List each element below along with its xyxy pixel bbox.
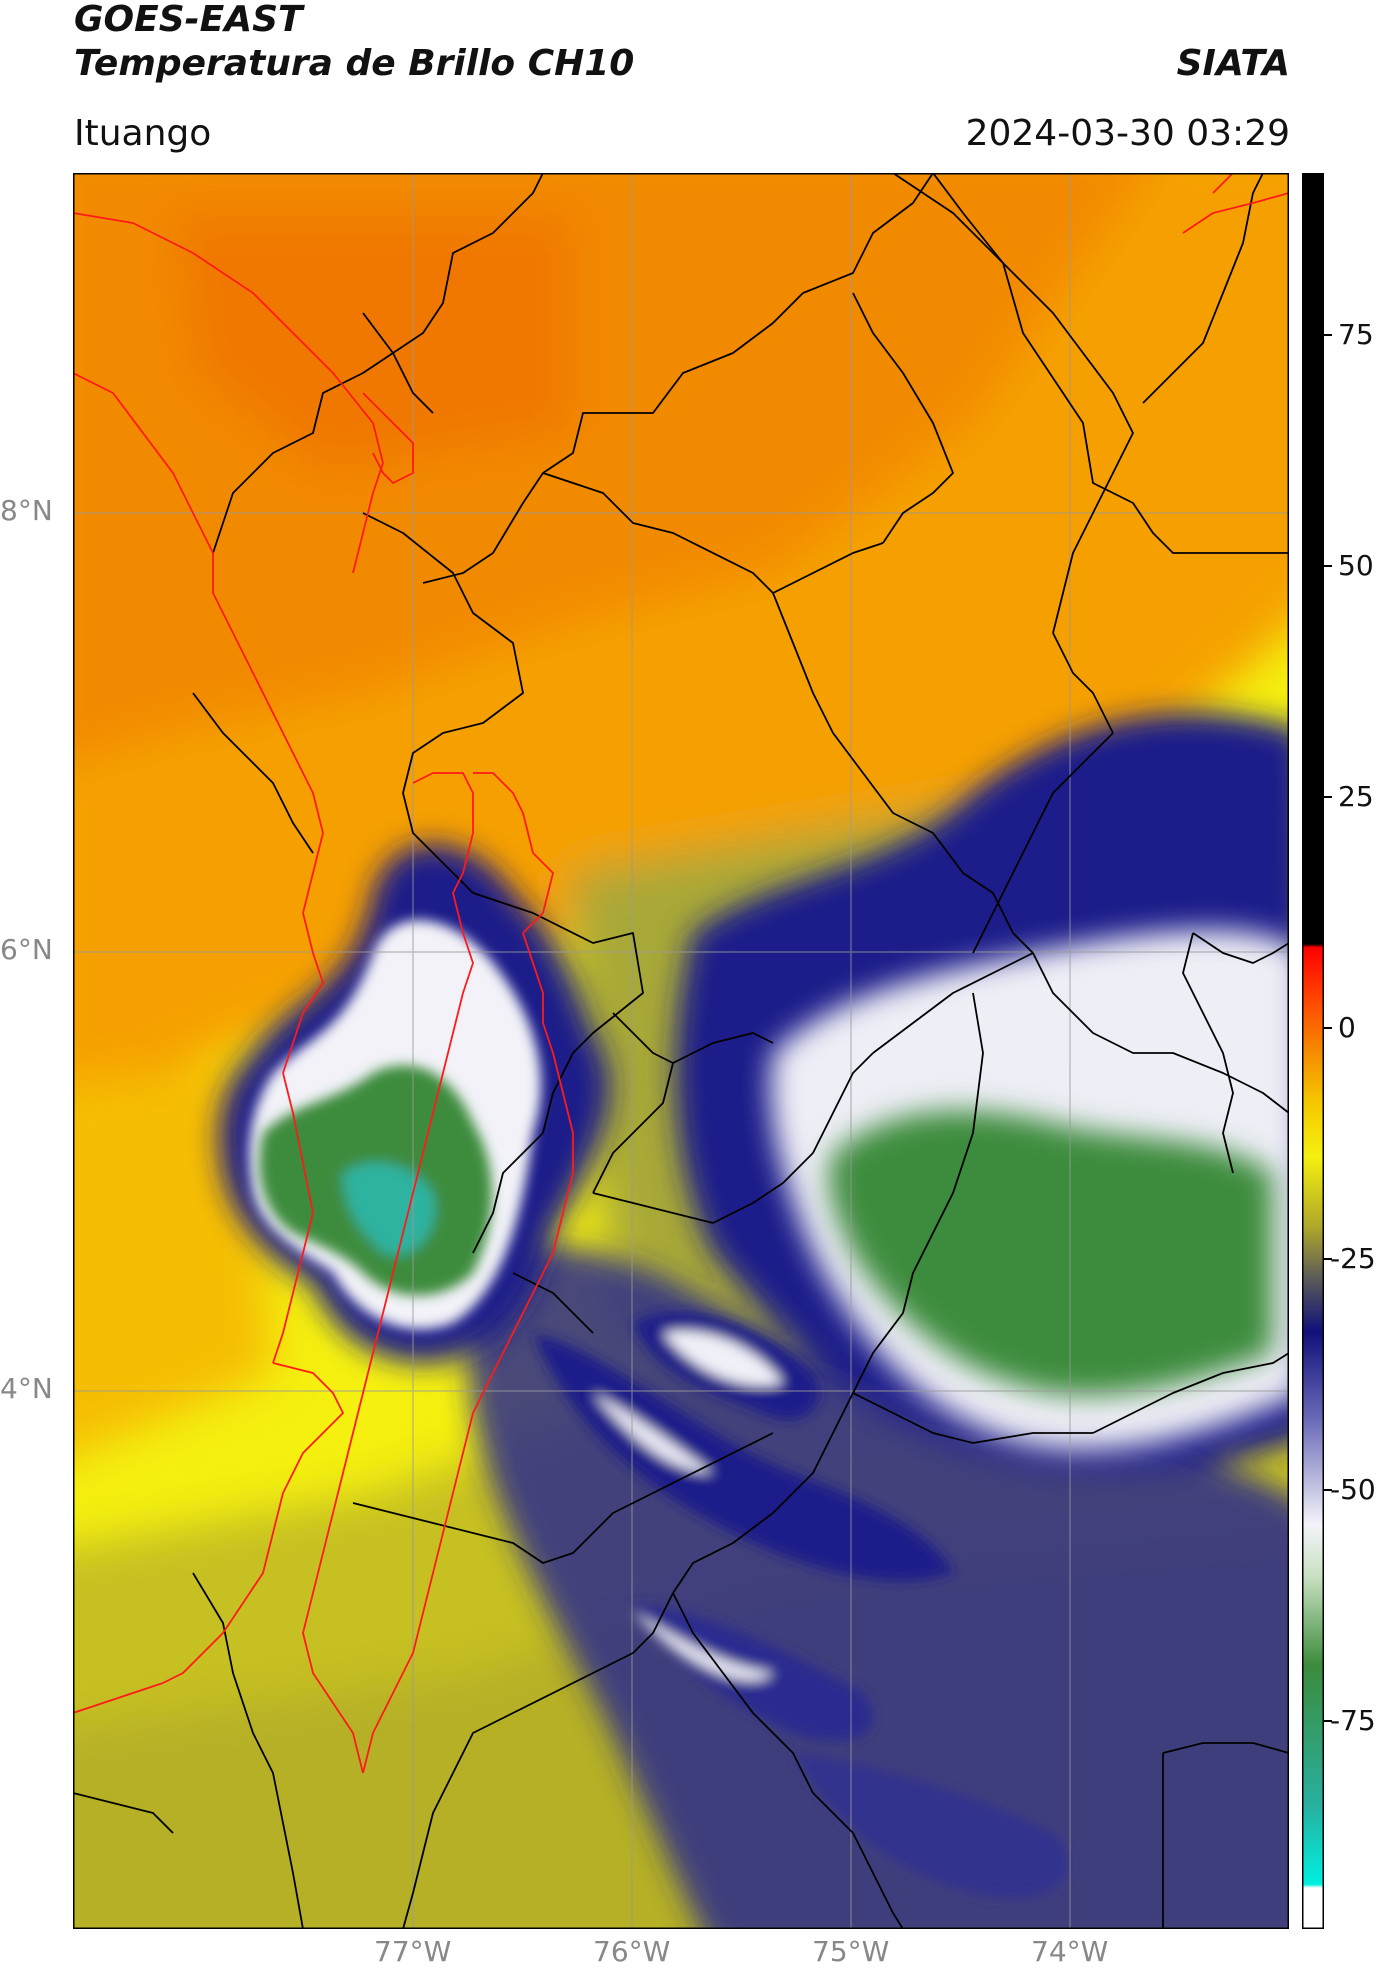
colorbar-label-0: 0 xyxy=(1338,1011,1356,1044)
colorbar-label-50: 50 xyxy=(1338,549,1374,582)
lon-label-75w: 75°W xyxy=(812,1935,890,1968)
lon-label-77w: 77°W xyxy=(374,1935,452,1968)
colorbar-tick-mark xyxy=(1324,1720,1332,1722)
lat-label-4n: 4°N xyxy=(0,1372,53,1405)
agency-label: SIATA xyxy=(1176,43,1290,84)
colorbar-label-neg75: -75 xyxy=(1330,1704,1376,1737)
colorbar-tick-mark xyxy=(1324,1027,1332,1029)
colorbar-tick-mark xyxy=(1324,334,1332,336)
colorbar xyxy=(1302,173,1324,1929)
satellite-map xyxy=(73,173,1289,1929)
lat-label-6n: 6°N xyxy=(0,933,53,966)
colorbar-label-25: 25 xyxy=(1338,780,1374,813)
colorbar-label-neg50: -50 xyxy=(1330,1473,1376,1506)
colorbar-tick-mark xyxy=(1324,565,1332,567)
product-title: Temperatura de Brillo CH10 xyxy=(74,43,635,84)
location-label: Ituango xyxy=(74,113,212,154)
lon-label-76w: 76°W xyxy=(593,1935,671,1968)
satellite-title: GOES-EAST xyxy=(74,0,303,40)
colorbar-tick-mark xyxy=(1324,796,1332,798)
timestamp-label: 2024-03-30 03:29 xyxy=(965,113,1290,154)
colorbar-label-neg25: -25 xyxy=(1330,1242,1376,1275)
colorbar-label-75: 75 xyxy=(1338,318,1374,351)
lat-label-8n: 8°N xyxy=(0,494,53,527)
colorbar-tick-mark xyxy=(1324,1258,1332,1260)
colorbar-tick-mark xyxy=(1324,1489,1332,1491)
lon-label-74w: 74°W xyxy=(1031,1935,1109,1968)
